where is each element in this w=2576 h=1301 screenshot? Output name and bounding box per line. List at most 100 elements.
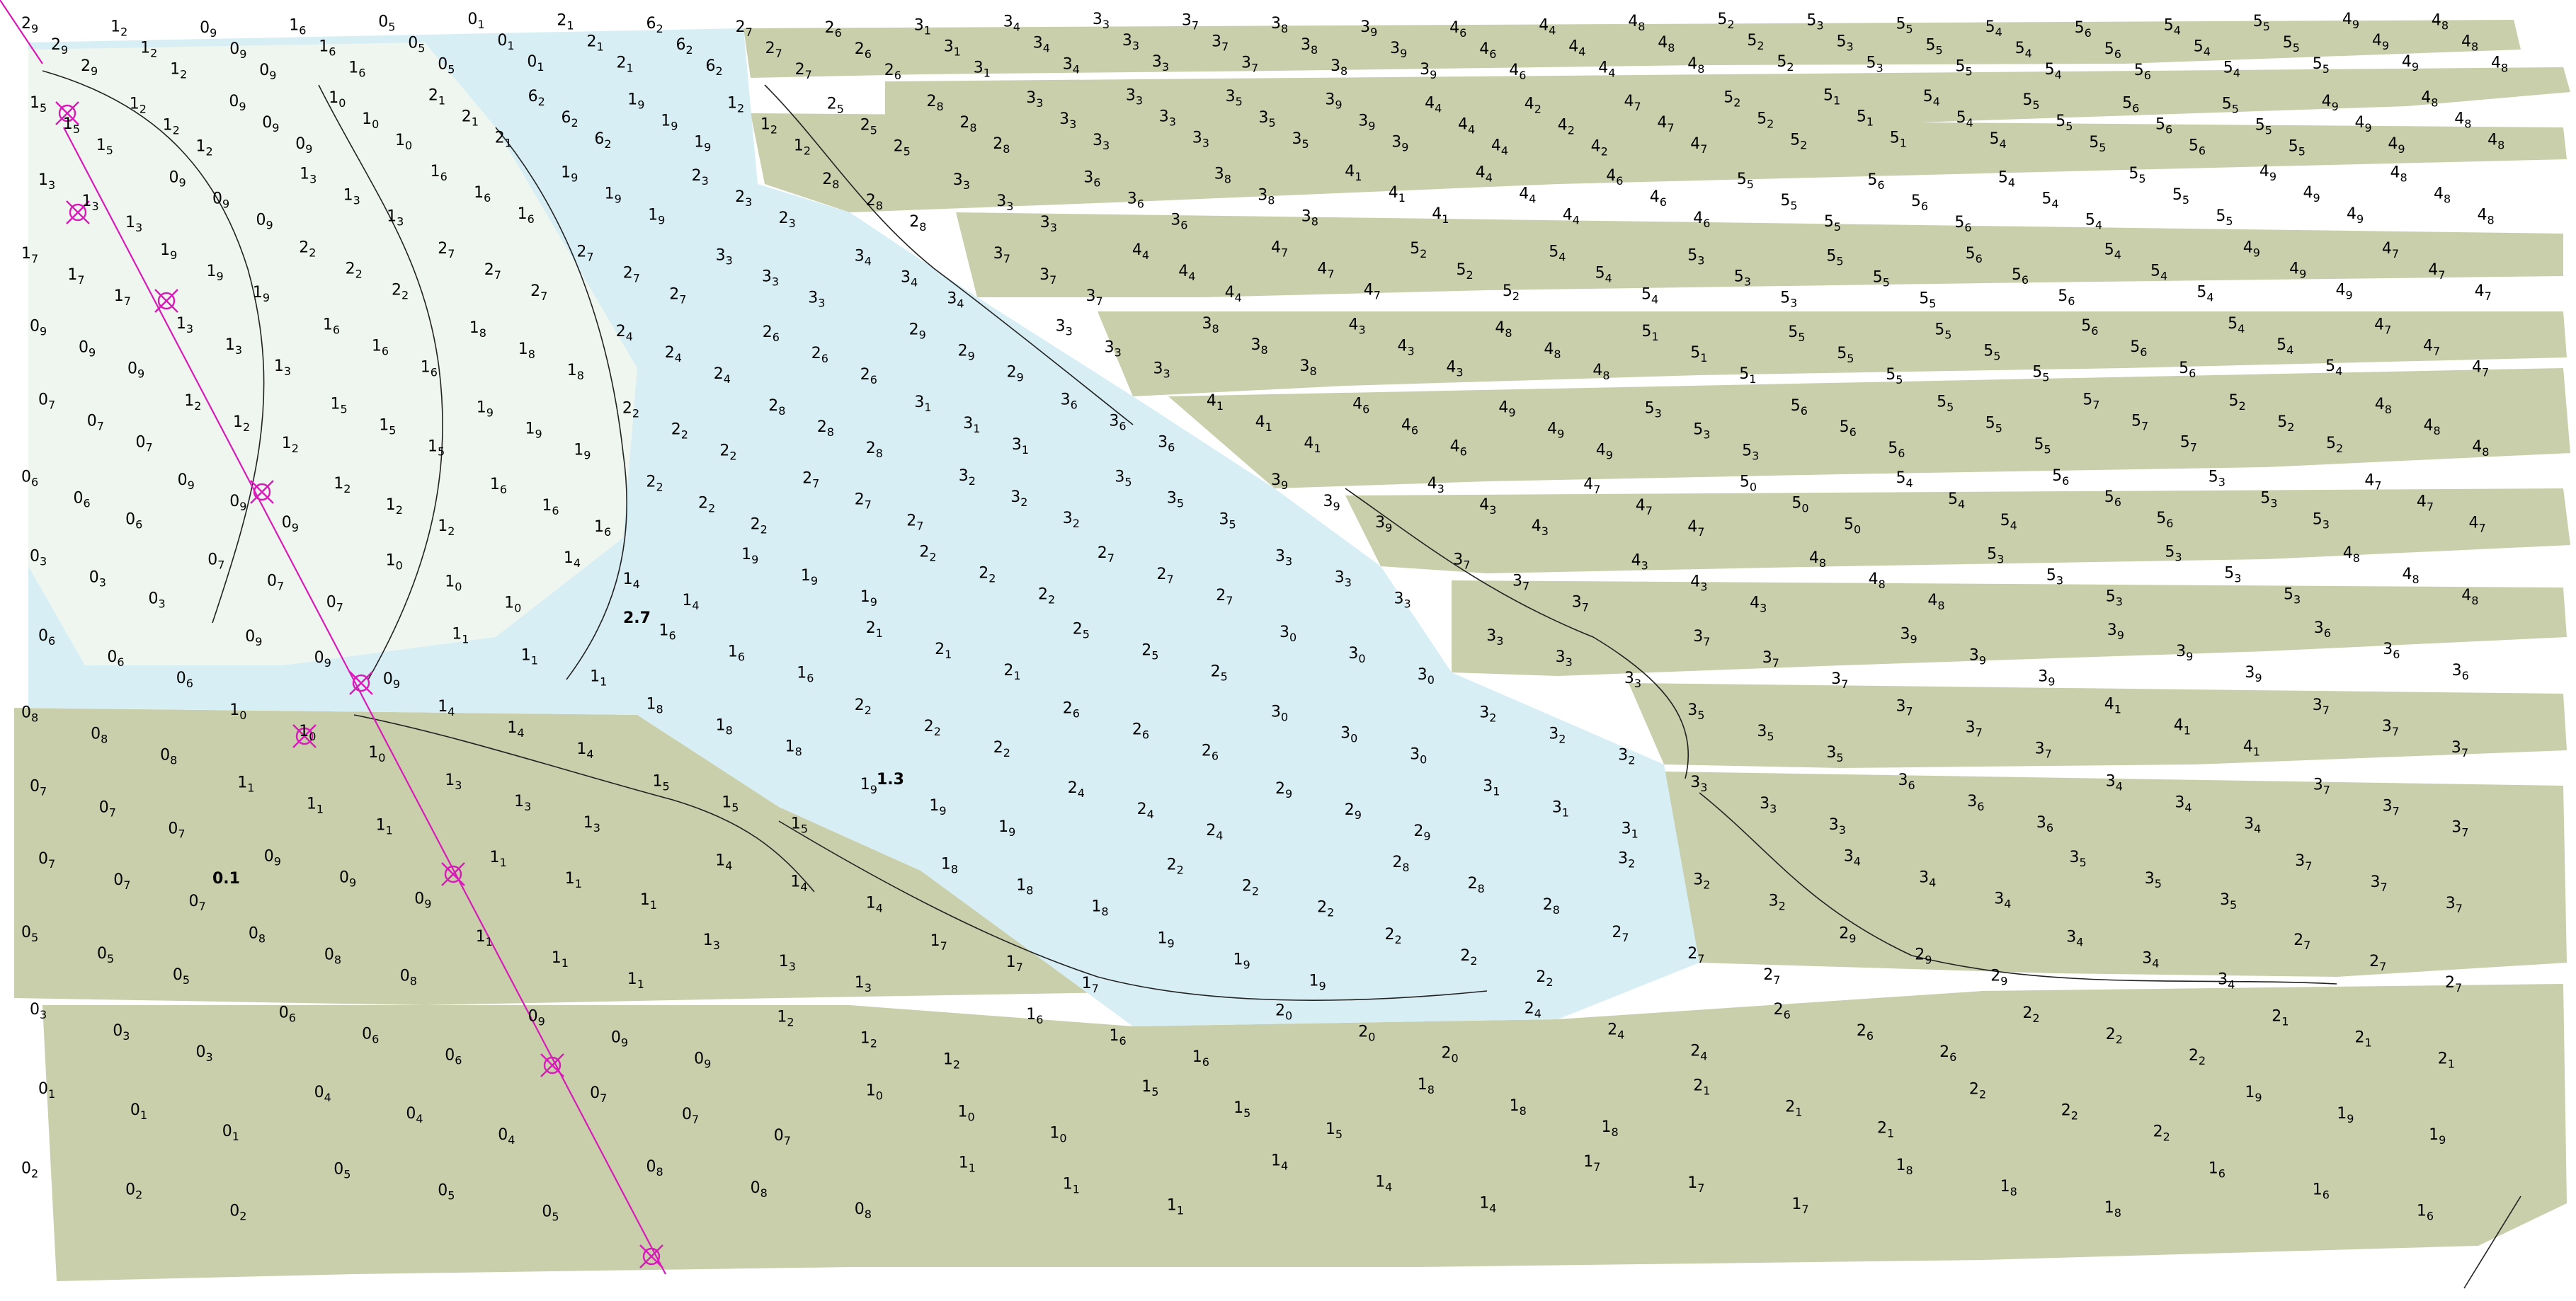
sounding-label: 08 — [646, 1158, 663, 1179]
sounding-label: 18 — [469, 319, 486, 340]
sounding-label: 24 — [714, 365, 731, 386]
sounding-label: 35 — [1259, 109, 1276, 130]
sounding-label: 49 — [2342, 11, 2359, 31]
sounding-label: 02 — [125, 1181, 142, 1201]
sounding-label: 47 — [2428, 261, 2445, 282]
sounding-label: 22 — [1536, 968, 1553, 989]
sounding-label: 18 — [567, 362, 584, 382]
sounding-label: 48 — [2454, 110, 2471, 131]
sounding-label: 21 — [1877, 1120, 1894, 1140]
sounding-label: 56 — [2104, 488, 2121, 509]
sounding-label: 33 — [1192, 130, 1209, 150]
sounding-label: 13 — [38, 171, 55, 192]
sounding-label: 18 — [785, 738, 802, 759]
sounding-label: 56 — [2156, 510, 2173, 530]
sounding-label: 37 — [1182, 11, 1199, 32]
sounding-label: 19 — [1309, 972, 1326, 992]
sounding-label: 48 — [1869, 571, 1886, 591]
sounding-label: 36 — [1127, 190, 1144, 211]
sounding-label: 19 — [661, 113, 678, 133]
sounding-label: 08 — [324, 946, 341, 966]
sounding-label: 46 — [1449, 19, 1466, 40]
sounding-label: 55 — [2034, 436, 2051, 457]
sounding-label: 33 — [1105, 338, 1122, 359]
sounding-label: 48 — [1809, 549, 1826, 570]
sounding-label: 34 — [2106, 773, 2123, 793]
sounding-label: 38 — [1202, 315, 1219, 336]
sounding-label: 18 — [2104, 1199, 2121, 1220]
sounding-label: 36 — [1158, 434, 1175, 454]
depth-contour — [353, 714, 815, 893]
sounding-label: 23 — [735, 188, 752, 209]
sounding-label: 28 — [1468, 875, 1485, 895]
sounding-label: 46 — [1479, 40, 1496, 61]
sounding-label: 55 — [1985, 415, 2002, 435]
sounding-label: 43 — [1532, 517, 1549, 538]
sounding-label: 10 — [866, 1082, 883, 1102]
sounding-label: 10 — [504, 594, 521, 614]
sounding-label: 19 — [801, 567, 818, 588]
sounding-label: 12 — [438, 517, 455, 538]
sounding-label: 35 — [2220, 891, 2237, 912]
sounding-label: 52 — [1757, 110, 1774, 131]
sounding-label: 53 — [1742, 442, 1759, 462]
sounding-label: 53 — [1687, 246, 1704, 267]
sounding-label: 16 — [289, 17, 306, 38]
landmark-symbols — [55, 101, 663, 1268]
sounding-label: 13 — [176, 315, 193, 336]
sounding-label: 44 — [1225, 284, 1242, 304]
sounding-label: 09 — [264, 848, 281, 869]
sounding-label: 36 — [1061, 391, 1078, 412]
sounding-label: 18 — [716, 717, 733, 738]
sounding-label: 39 — [2176, 643, 2193, 663]
sounding-label: 09 — [611, 1028, 628, 1049]
sounding-label: 07 — [113, 871, 130, 892]
sounding-label: 57 — [2131, 413, 2148, 433]
shallow-water-layer — [28, 28, 1699, 1026]
sounding-label: 47 — [1583, 476, 1600, 496]
sounding-label: 12 — [727, 94, 744, 115]
sounding-label: 32 — [1010, 488, 1027, 509]
sounding-label: 55 — [2283, 34, 2300, 55]
sounding-label: 49 — [2336, 282, 2353, 302]
sounding-label: 33 — [1275, 548, 1292, 568]
sounding-label: 46 — [1509, 62, 1526, 82]
landmark-symbol — [154, 289, 178, 313]
sounding-label: 34 — [947, 290, 964, 310]
sounding-label: 37 — [1241, 54, 1258, 74]
sounding-label: 51 — [1823, 87, 1840, 108]
sounding-label: 17 — [1583, 1153, 1600, 1174]
sounding-label: 29 — [1275, 780, 1292, 801]
sounding-label: 05 — [408, 34, 425, 55]
sounding-label: 29 — [909, 321, 926, 342]
sounding-label: 39 — [1900, 625, 1917, 646]
sounding-label: 51 — [1890, 130, 1907, 150]
sounding-label: 22 — [1460, 947, 1477, 968]
sounding-label: 47 — [1271, 239, 1288, 260]
sounding-label: 37 — [2446, 895, 2463, 915]
sounding-label: 16 — [1110, 1027, 1127, 1048]
sounding-label: 55 — [2253, 13, 2270, 33]
sounding-label: 39 — [1969, 646, 1986, 667]
sounding-label: 33 — [1690, 774, 1707, 794]
sounding-label: 06 — [21, 468, 38, 488]
sounding-label: 15 — [1326, 1121, 1343, 1141]
sounding-label: 34 — [1994, 890, 2011, 911]
sounding-label: 56 — [1867, 171, 1884, 192]
sounding-label: 26 — [884, 62, 901, 82]
sounding-label: 55 — [1788, 323, 1805, 344]
sounding-label: 09 — [229, 40, 246, 61]
sounding-label: 15 — [63, 115, 80, 136]
sounding-label: 47 — [2475, 282, 2492, 303]
sounding-label: 37 — [2035, 740, 2052, 761]
sounding-label: 56 — [2075, 19, 2092, 40]
depth-contour — [1699, 792, 2337, 985]
sounding-label: 44 — [1563, 206, 1580, 227]
sounding-label: 53 — [1645, 399, 1662, 420]
sounding-label: 49 — [2243, 239, 2260, 260]
sounding-label: 21 — [495, 130, 512, 150]
sounding-label: 54 — [1641, 286, 1658, 306]
sounding-label: 15 — [30, 94, 47, 115]
sounding-label: 44 — [1519, 185, 1536, 205]
sounding-label: 08 — [751, 1179, 768, 1200]
